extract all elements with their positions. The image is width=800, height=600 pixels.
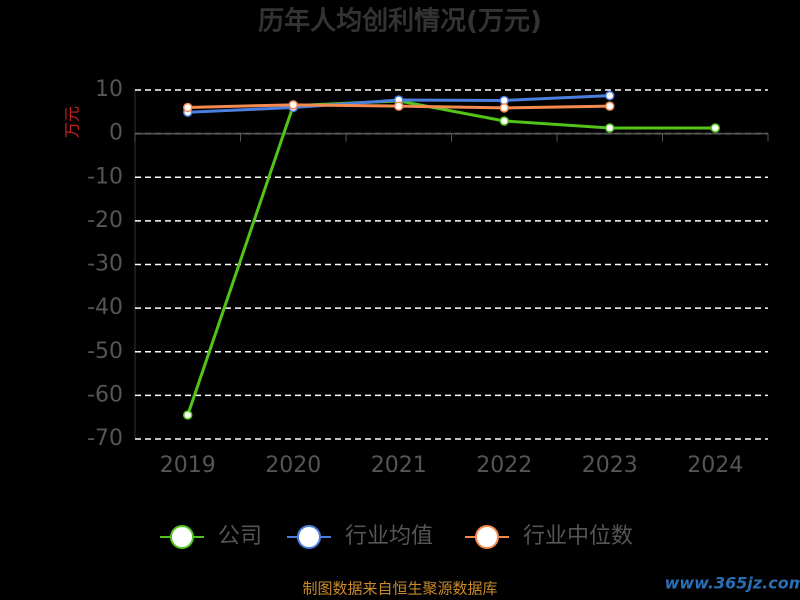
x-tick-label: 2024 [687, 453, 743, 478]
y-tick-label: -60 [87, 382, 123, 407]
data-point [394, 101, 404, 111]
x-tick-label: 2021 [371, 453, 427, 478]
y-tick-label: -50 [87, 339, 123, 364]
x-tick-label: 2020 [265, 453, 321, 478]
y-tick-label: 10 [95, 77, 123, 102]
data-point [183, 102, 193, 113]
data-point [710, 123, 720, 133]
data-point [499, 103, 509, 113]
y-axis-label: 万元 [63, 106, 82, 138]
legend-marker [475, 525, 499, 549]
y-tick-label: -20 [87, 208, 123, 233]
data-point [605, 90, 615, 101]
watermark: www.365jz.com [665, 574, 800, 593]
y-tick-label: -40 [87, 295, 123, 320]
data-point [499, 116, 509, 126]
source-note: 制图数据来自恒生聚源数据库 [302, 580, 497, 598]
y-tick-label: -70 [87, 426, 123, 451]
data-point [288, 100, 298, 110]
x-tick-label: 2019 [160, 453, 216, 478]
data-point [605, 123, 615, 133]
legend-label: 公司 [218, 524, 262, 549]
legend-marker [297, 525, 321, 549]
legend-label: 行业均值 [345, 524, 433, 549]
series-line [186, 99, 716, 416]
chart-title: 历年人均创利情况(万元) [258, 6, 542, 37]
y-tick-label: 0 [109, 121, 123, 146]
legend-marker [170, 525, 194, 549]
x-tick-label: 2022 [476, 453, 532, 478]
data-point [605, 101, 615, 111]
legend-label: 行业中位数 [523, 524, 633, 549]
x-tick-label: 2023 [582, 453, 638, 478]
y-tick-label: -10 [87, 164, 123, 189]
data-point [183, 410, 193, 420]
y-tick-label: -30 [87, 252, 123, 277]
